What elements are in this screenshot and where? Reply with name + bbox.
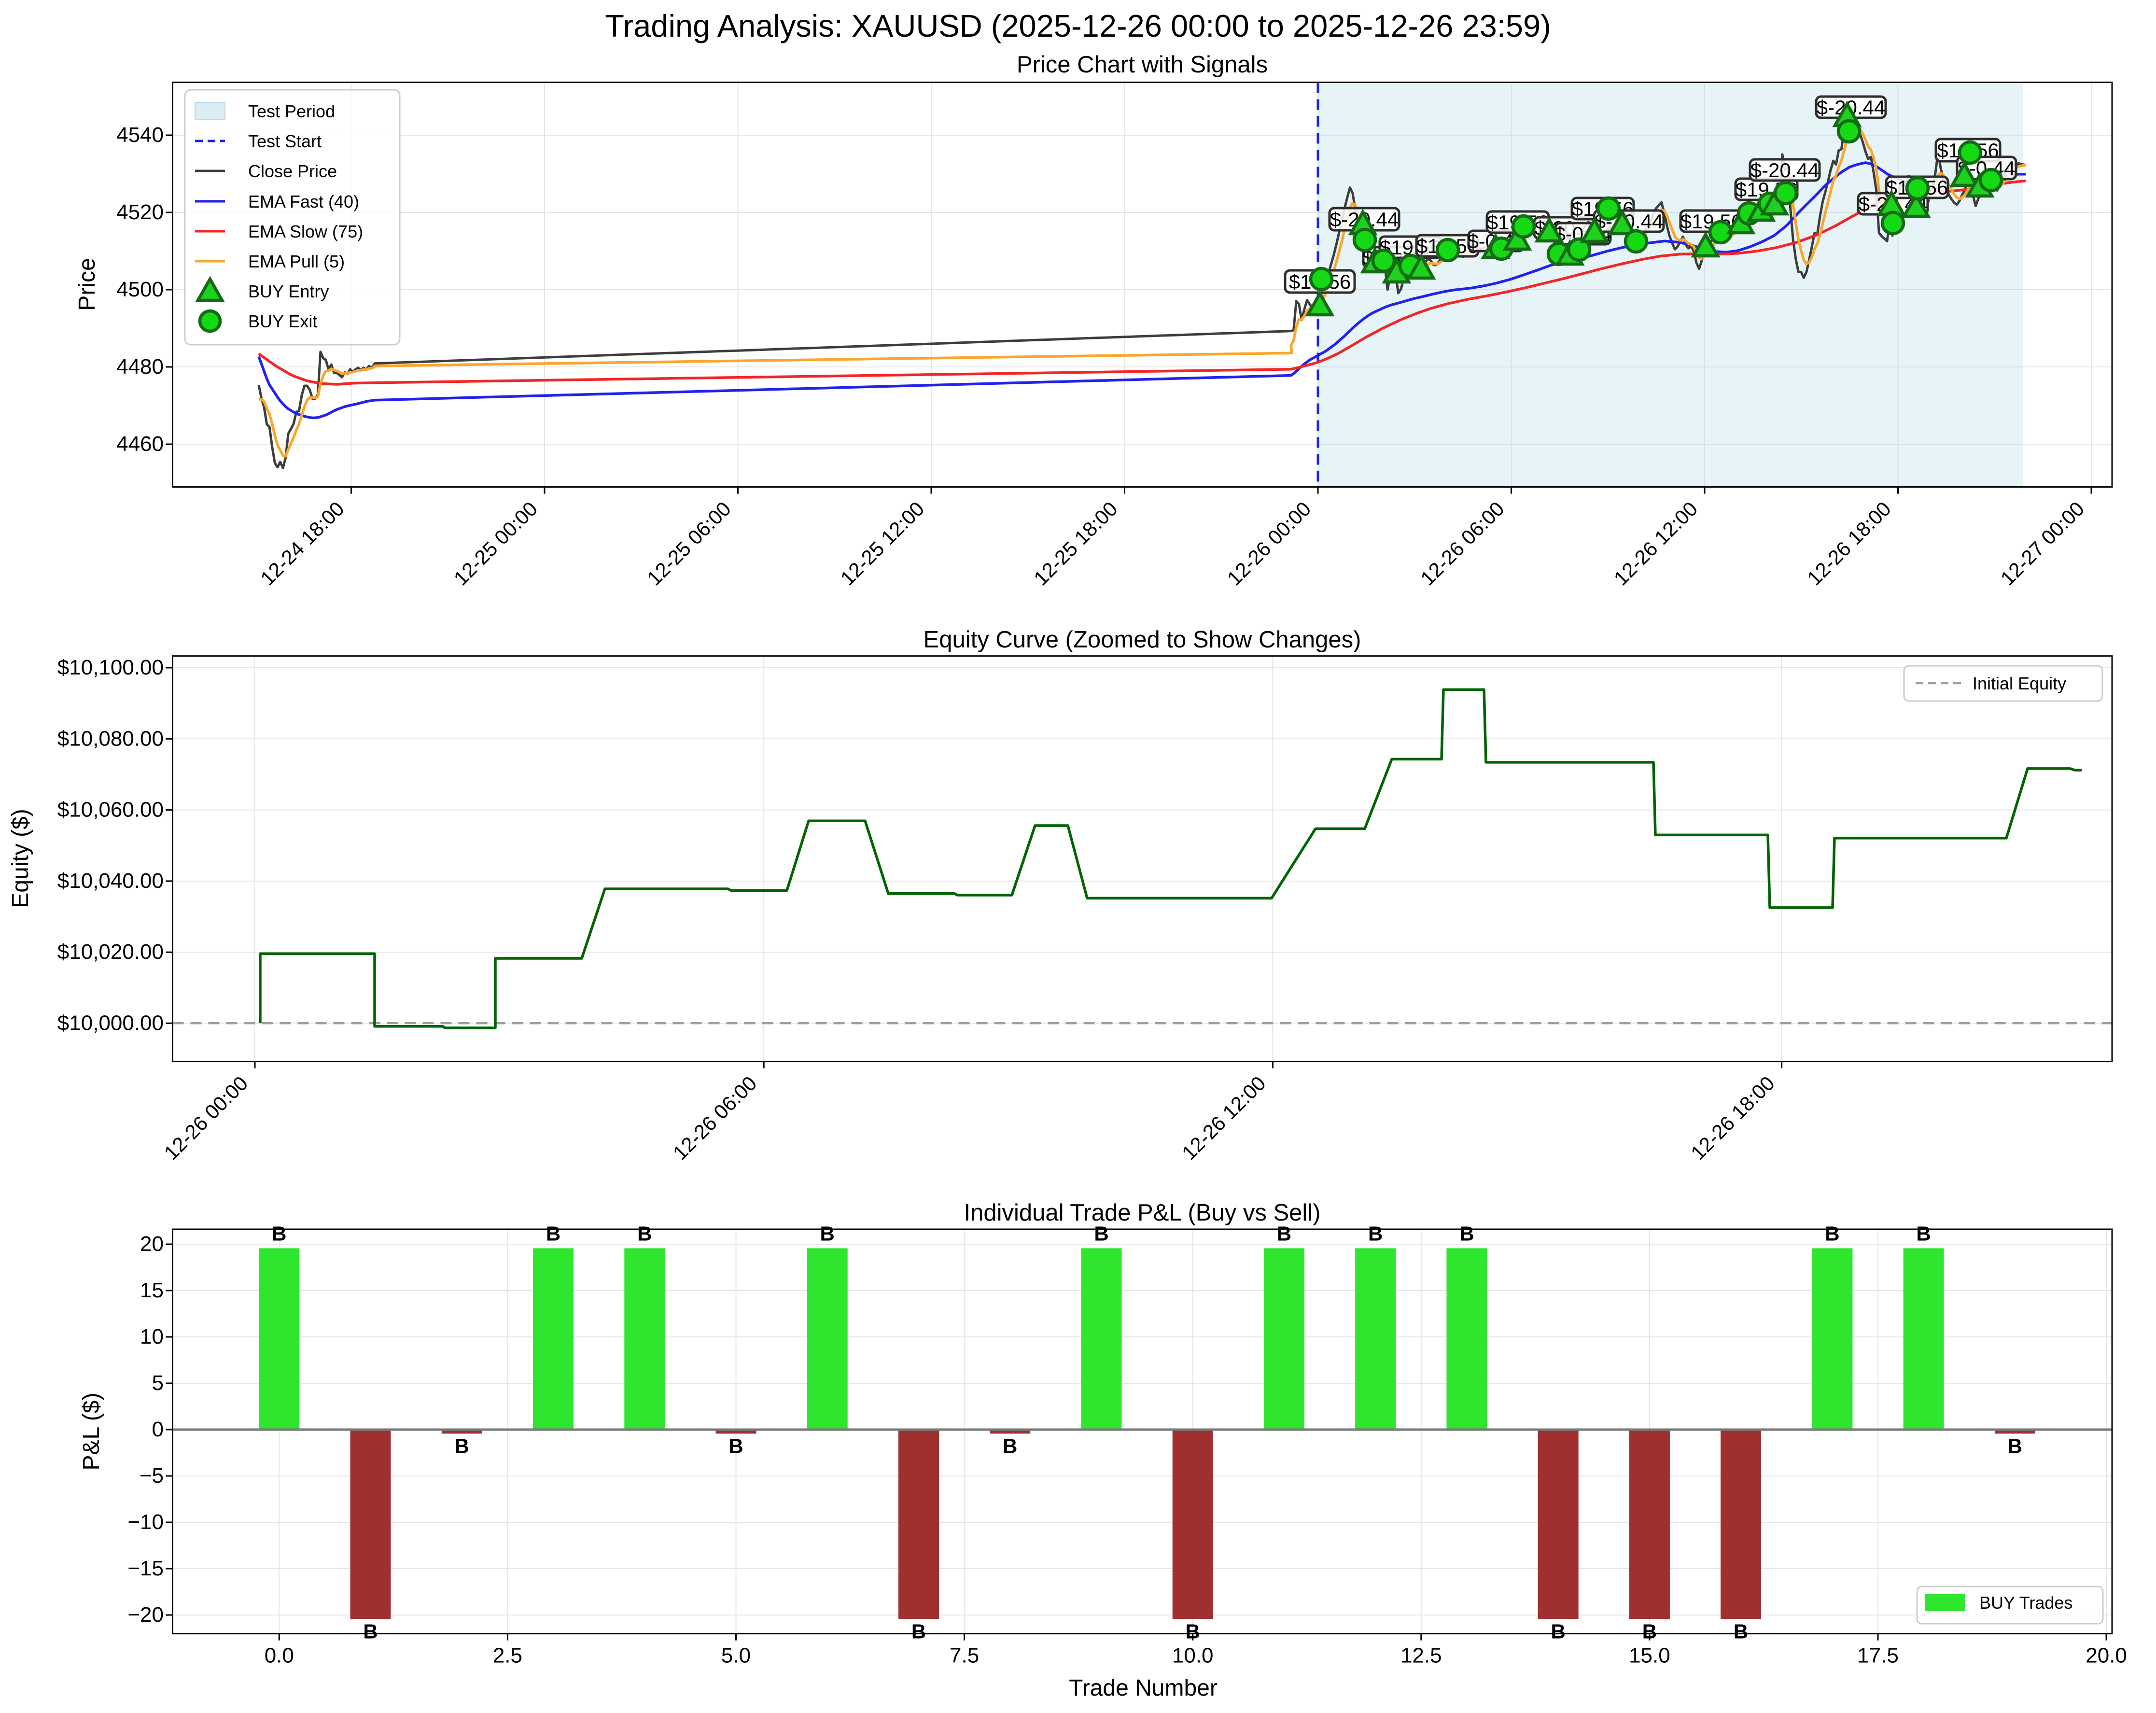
svg-text:B: B	[1003, 1434, 1017, 1457]
svg-text:B: B	[1368, 1222, 1383, 1245]
svg-text:$10,080.00: $10,080.00	[57, 727, 164, 750]
svg-text:B: B	[820, 1222, 835, 1245]
svg-text:B: B	[1734, 1620, 1748, 1643]
svg-text:$-20.44: $-20.44	[1750, 159, 1819, 182]
svg-text:B: B	[637, 1222, 652, 1245]
svg-text:0: 0	[152, 1418, 164, 1441]
svg-text:$10,100.00: $10,100.00	[57, 656, 164, 679]
svg-text:BUY Trades: BUY Trades	[1979, 1593, 2072, 1613]
svg-text:B: B	[1916, 1222, 1931, 1245]
svg-text:12.5: 12.5	[1400, 1644, 1442, 1668]
svg-text:B: B	[911, 1620, 926, 1643]
svg-text:4540: 4540	[116, 123, 164, 147]
svg-text:$10,060.00: $10,060.00	[57, 798, 164, 822]
svg-text:−5: −5	[140, 1464, 164, 1488]
svg-text:EMA Slow (75): EMA Slow (75)	[248, 222, 363, 241]
svg-text:B: B	[363, 1620, 378, 1643]
svg-text:B: B	[1825, 1222, 1839, 1245]
svg-text:Trade Number: Trade Number	[1069, 1675, 1218, 1701]
svg-text:10: 10	[140, 1325, 164, 1348]
svg-text:0.0: 0.0	[265, 1644, 294, 1668]
svg-text:17.5: 17.5	[1857, 1644, 1899, 1668]
svg-text:BUY Entry: BUY Entry	[248, 281, 329, 301]
svg-text:BUY Exit: BUY Exit	[248, 311, 317, 331]
svg-text:Equity Curve (Zoomed to Show C: Equity Curve (Zoomed to Show Changes)	[924, 627, 1361, 653]
svg-text:Price Chart with Signals: Price Chart with Signals	[1017, 52, 1268, 78]
svg-text:$10,000.00: $10,000.00	[57, 1011, 164, 1035]
svg-text:20.0: 20.0	[2086, 1644, 2127, 1668]
svg-text:Price: Price	[74, 258, 100, 310]
svg-text:B: B	[1277, 1222, 1291, 1245]
svg-text:20: 20	[140, 1232, 164, 1256]
svg-text:B: B	[1551, 1620, 1566, 1643]
svg-text:P&L ($): P&L ($)	[79, 1393, 104, 1471]
svg-text:B: B	[272, 1222, 286, 1245]
svg-text:B: B	[455, 1434, 469, 1457]
svg-text:7.5: 7.5	[950, 1644, 979, 1668]
svg-text:EMA Pull (5): EMA Pull (5)	[248, 252, 345, 271]
svg-text:B: B	[1459, 1222, 1474, 1245]
svg-text:B: B	[728, 1434, 743, 1457]
svg-text:Close Price: Close Price	[248, 161, 337, 181]
svg-text:4500: 4500	[116, 278, 164, 301]
svg-text:Equity ($): Equity ($)	[8, 809, 33, 908]
svg-text:4460: 4460	[116, 432, 164, 456]
svg-text:B: B	[546, 1222, 560, 1245]
svg-text:−10: −10	[127, 1510, 164, 1534]
svg-text:10.0: 10.0	[1172, 1644, 1214, 1668]
svg-text:Test Period: Test Period	[248, 101, 335, 121]
svg-text:B: B	[1094, 1222, 1108, 1245]
svg-text:Initial Equity: Initial Equity	[1973, 674, 2066, 693]
svg-text:4520: 4520	[116, 200, 164, 224]
svg-text:15.0: 15.0	[1629, 1644, 1670, 1668]
svg-text:2.5: 2.5	[493, 1644, 522, 1668]
svg-text:4480: 4480	[116, 355, 164, 379]
svg-text:$10,040.00: $10,040.00	[57, 869, 164, 893]
svg-text:B: B	[2008, 1434, 2022, 1457]
svg-text:15: 15	[140, 1278, 164, 1302]
svg-text:5.0: 5.0	[721, 1644, 751, 1668]
svg-text:5: 5	[152, 1371, 164, 1395]
svg-text:−20: −20	[127, 1603, 164, 1627]
svg-text:Test Start: Test Start	[248, 131, 322, 151]
svg-text:Individual Trade P&L (Buy vs S: Individual Trade P&L (Buy vs Sell)	[964, 1200, 1321, 1226]
svg-text:$10,020.00: $10,020.00	[57, 940, 164, 964]
svg-text:−15: −15	[127, 1557, 164, 1580]
svg-text:Trading Analysis: XAUUSD (2025: Trading Analysis: XAUUSD (2025-12-26 00:…	[605, 8, 1551, 43]
svg-text:EMA Fast (40): EMA Fast (40)	[248, 192, 359, 211]
